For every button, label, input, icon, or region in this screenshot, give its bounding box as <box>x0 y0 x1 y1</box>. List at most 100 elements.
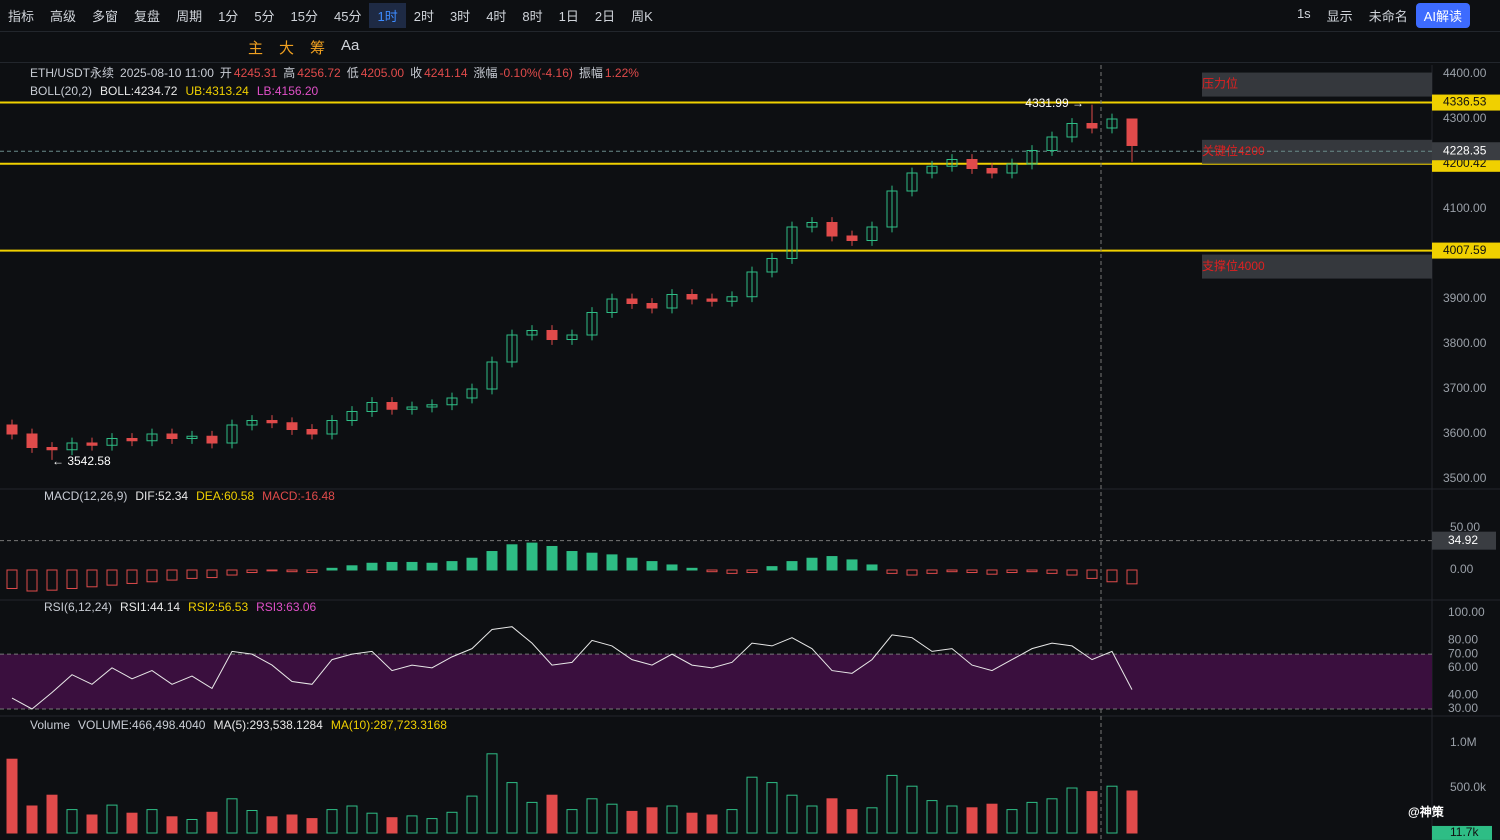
macd-bar <box>586 552 598 571</box>
toolbar-button[interactable]: 指标 <box>8 9 35 24</box>
legend-item: MA(10):287,723.3168 <box>331 718 447 732</box>
volume-bar <box>826 798 838 834</box>
tool-button[interactable]: 大 <box>279 39 295 57</box>
candle-body <box>986 168 998 174</box>
candle-body <box>886 190 898 228</box>
macd-bar <box>386 561 398 571</box>
volume-bar <box>586 798 598 834</box>
macd-bar <box>186 569 198 579</box>
macd-bar <box>1106 569 1118 583</box>
volume-bar <box>346 805 358 834</box>
macd-bar <box>126 569 138 584</box>
legend-item: RSI3:63.06 <box>256 600 316 614</box>
header-text: 2025-08-10 11:00 <box>120 66 214 80</box>
macd-bar <box>946 569 958 573</box>
volume-bar <box>1066 787 1078 834</box>
rsi-tick-label: 80.00 <box>1448 633 1478 647</box>
price-tick-label: 4300.00 <box>1443 111 1487 125</box>
macd-bar <box>346 565 358 571</box>
tool-button[interactable]: 主 <box>248 39 264 57</box>
extreme-label: 4331.99 → <box>1025 96 1084 110</box>
tool-button[interactable]: 筹 <box>310 39 326 57</box>
toolbar-button[interactable]: 周K <box>631 9 653 24</box>
legend-item: MA(5):293,538.1284 <box>213 718 323 732</box>
toolbar-button[interactable]: 4时 <box>486 9 507 24</box>
candle-body <box>1046 136 1058 151</box>
field-value: 4205.00 <box>361 66 405 80</box>
toolbar-button[interactable]: 8时 <box>522 9 543 24</box>
macd-bar <box>906 569 918 576</box>
volume-bar <box>986 803 998 834</box>
field-value: 4256.72 <box>297 66 341 80</box>
macd-bar <box>406 561 418 571</box>
toolbar-button[interactable]: 2时 <box>413 9 434 24</box>
field-label: 高 <box>283 65 295 80</box>
candle-body <box>606 298 618 313</box>
toolbar-button[interactable]: 显示 <box>1326 9 1353 24</box>
volume-bar <box>186 819 198 834</box>
toolbar-button[interactable]: 15分 <box>290 9 319 24</box>
toolbar-button[interactable]: 未命名 <box>1368 9 1408 24</box>
toolbar-button[interactable]: 2日 <box>594 9 616 24</box>
volume-current: 11.7k <box>1450 825 1479 839</box>
macd-bar <box>926 569 938 574</box>
field-value: 1.22% <box>605 66 639 80</box>
candle-body <box>6 424 18 435</box>
toolbar-button[interactable]: 复盘 <box>134 9 161 24</box>
macd-bar <box>606 554 618 571</box>
macd-bar <box>366 562 378 571</box>
extreme-label: ← 3542.58 <box>52 454 111 468</box>
candle-body <box>246 420 258 426</box>
candle-body <box>686 294 698 300</box>
macd-bar <box>86 569 98 588</box>
candle-body <box>426 404 438 408</box>
candle-body <box>126 438 138 442</box>
candle-body <box>1086 123 1098 129</box>
legend-item: VOLUME:466,498.4040 <box>78 718 206 732</box>
macd-bar <box>446 561 458 571</box>
candle-body <box>866 226 878 241</box>
volume-bar <box>506 782 518 834</box>
level-value: 4336.53 <box>1443 95 1487 109</box>
volume-tick-label: 500.0k <box>1450 780 1487 794</box>
candle-body <box>946 159 958 167</box>
volume-bar <box>126 812 138 834</box>
toolbar-button[interactable]: 5分 <box>254 9 275 24</box>
candle-body <box>486 361 498 390</box>
rsi-band <box>0 654 1432 709</box>
toolbar-button[interactable]: 45分 <box>334 9 362 24</box>
toolbar-button[interactable]: 高级 <box>50 9 77 24</box>
tool-button[interactable]: Aa <box>341 36 360 54</box>
toolbar-button[interactable]: 1时 <box>369 3 406 28</box>
candle-body <box>566 334 578 340</box>
macd-bar <box>526 542 538 571</box>
volume-bar <box>1106 785 1118 834</box>
toolbar-button[interactable]: 1日 <box>558 9 579 24</box>
volume-bar <box>786 794 798 834</box>
toolbar-button[interactable]: 3时 <box>449 9 471 24</box>
right-bar: 1s 显示 未命名 AI解读 <box>1289 3 1500 28</box>
level-name-box <box>1202 72 1432 97</box>
toolbar-button[interactable]: 多窗 <box>92 9 119 24</box>
price-tick-label: 3600.00 <box>1443 426 1487 440</box>
price-tick-label: 3700.00 <box>1443 381 1487 395</box>
toolbar-button[interactable]: 周期 <box>176 9 203 24</box>
volume-bar <box>1086 791 1098 834</box>
watermark: @神策 <box>1408 804 1445 819</box>
volume-bar <box>886 774 898 834</box>
macd-bar <box>1066 569 1078 576</box>
volume-bar <box>366 812 378 834</box>
macd-bar <box>466 557 478 571</box>
macd-bar <box>286 569 298 573</box>
volume-bar <box>966 807 978 834</box>
macd-bar <box>266 569 278 572</box>
macd-bar <box>1086 569 1098 579</box>
macd-bar <box>1006 569 1018 574</box>
toolbar-button[interactable]: 1分 <box>218 9 239 24</box>
candle-body <box>66 442 78 451</box>
toolbar-button[interactable]: AI解读 <box>1415 3 1470 28</box>
toolbar-button[interactable]: 1s <box>1296 6 1311 21</box>
candle-body <box>266 420 278 424</box>
volume-bar <box>646 807 658 834</box>
